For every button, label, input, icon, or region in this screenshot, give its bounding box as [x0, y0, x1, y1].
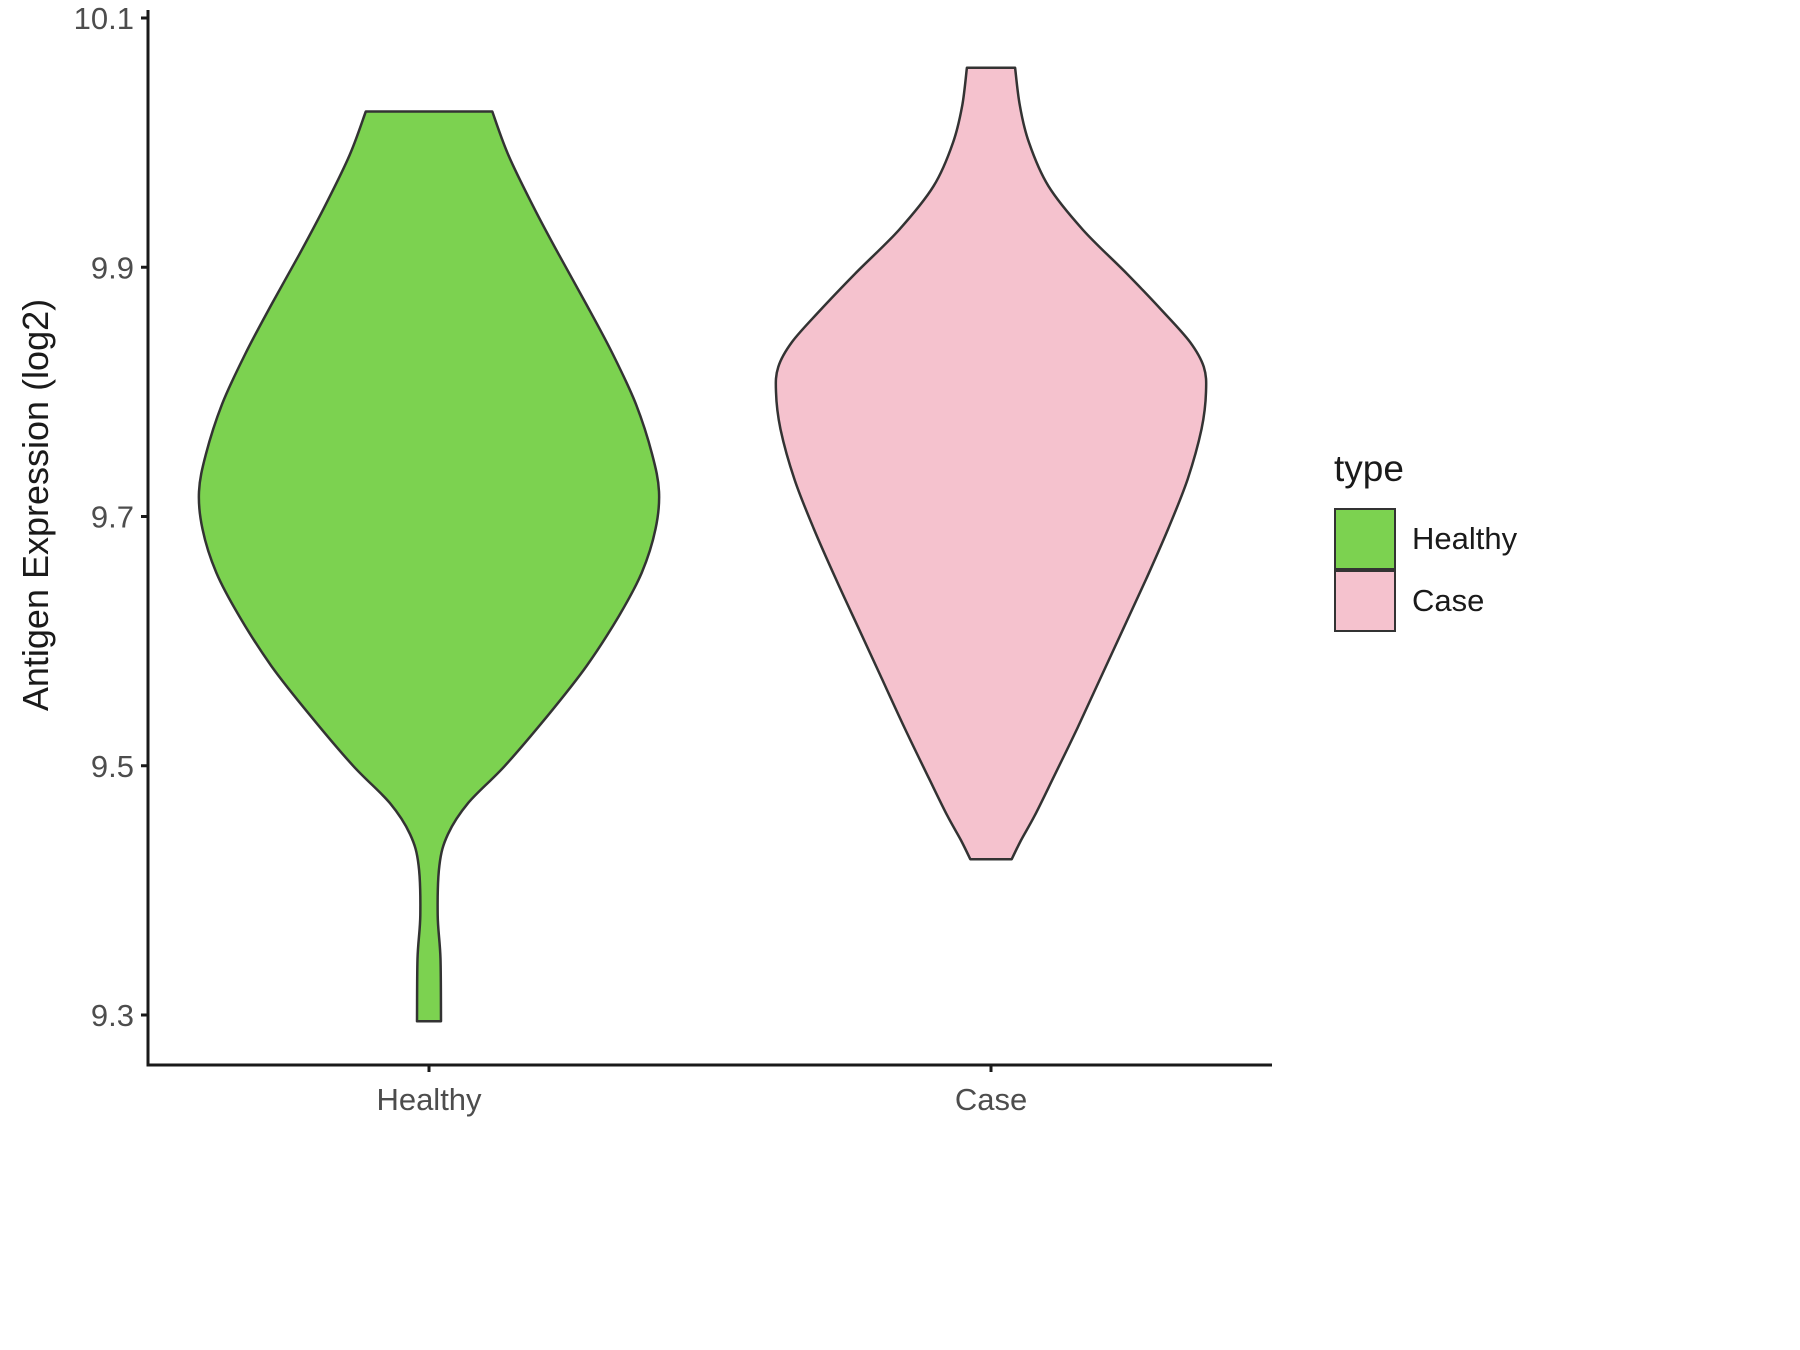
y-tick-label: 9.5 [91, 749, 134, 784]
legend-title: type [1334, 448, 1404, 489]
legend-label-healthy: Healthy [1412, 521, 1518, 556]
legend: type Healthy Case [1334, 448, 1517, 632]
legend-swatch-case [1334, 570, 1396, 632]
legend-item-healthy: Healthy [1334, 508, 1517, 570]
y-tick-label: 9.3 [91, 998, 134, 1033]
violin-healthy [197, 110, 661, 1023]
x-tick-label: Case [955, 1082, 1027, 1117]
legend-item-case: Case [1334, 570, 1517, 632]
y-tick-label: 9.7 [91, 500, 134, 535]
x-tick-label: Healthy [376, 1082, 482, 1117]
y-tick-label: 10.1 [74, 1, 134, 36]
legend-swatch-healthy [1334, 508, 1396, 570]
legend-label-case: Case [1412, 583, 1485, 618]
violin-case [774, 66, 1208, 861]
y-tick-label: 9.9 [91, 250, 134, 285]
